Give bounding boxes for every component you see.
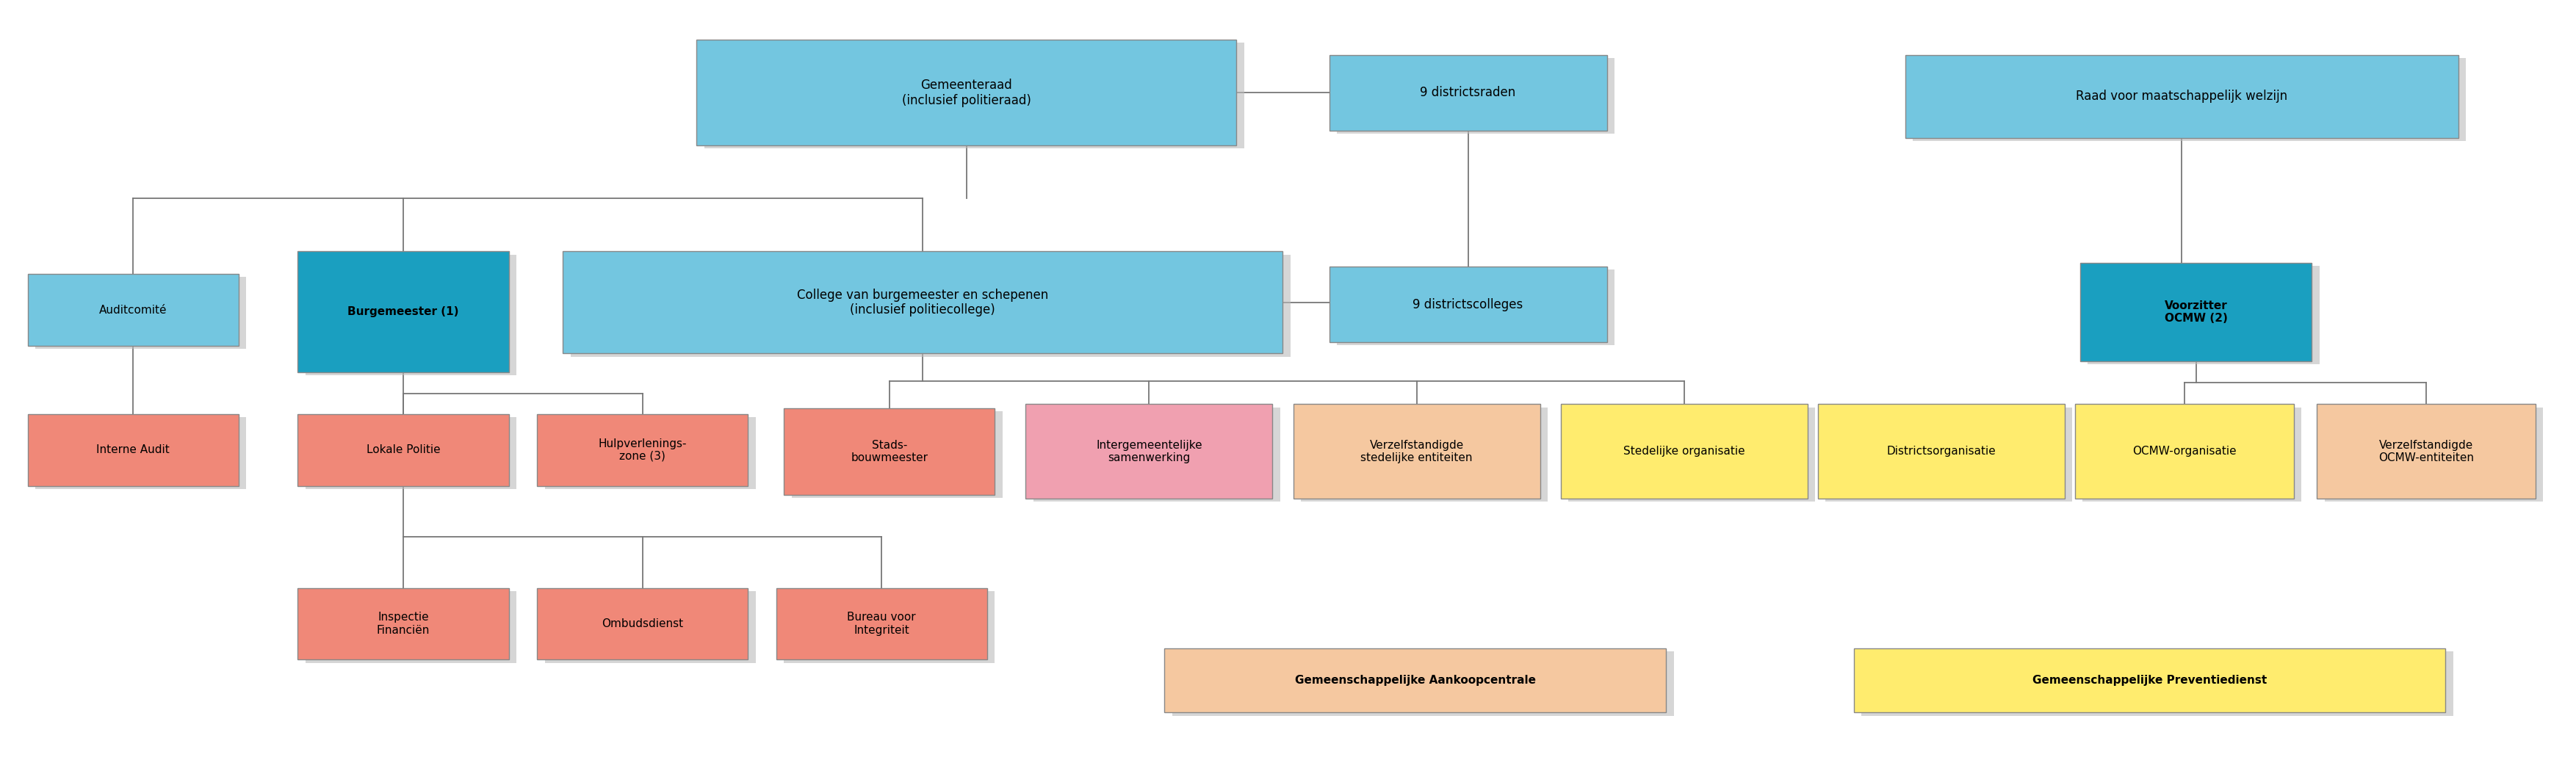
FancyBboxPatch shape bbox=[1819, 404, 2066, 499]
Text: Auditcomité: Auditcomité bbox=[100, 305, 167, 315]
FancyBboxPatch shape bbox=[2316, 404, 2535, 499]
FancyBboxPatch shape bbox=[2081, 263, 2311, 361]
FancyBboxPatch shape bbox=[1033, 407, 1280, 502]
FancyBboxPatch shape bbox=[544, 417, 755, 489]
FancyBboxPatch shape bbox=[1164, 648, 1667, 713]
Text: Burgemeester (1): Burgemeester (1) bbox=[348, 306, 459, 318]
FancyBboxPatch shape bbox=[2089, 266, 2318, 364]
FancyBboxPatch shape bbox=[1906, 55, 2458, 138]
FancyBboxPatch shape bbox=[1561, 404, 1808, 499]
FancyBboxPatch shape bbox=[783, 591, 994, 663]
Text: Gemeenteraad
(inclusief politieraad): Gemeenteraad (inclusief politieraad) bbox=[902, 78, 1030, 107]
FancyBboxPatch shape bbox=[299, 252, 507, 372]
FancyBboxPatch shape bbox=[1914, 58, 2465, 141]
Text: Raad voor maatschappelijk welzijn: Raad voor maatschappelijk welzijn bbox=[2076, 90, 2287, 103]
FancyBboxPatch shape bbox=[1862, 651, 2452, 716]
FancyBboxPatch shape bbox=[36, 417, 247, 489]
FancyBboxPatch shape bbox=[1025, 404, 1273, 499]
Text: Verzelfstandigde
stedelijke entiteiten: Verzelfstandigde stedelijke entiteiten bbox=[1360, 439, 1473, 464]
Text: Gemeenschappelijke Aankoopcentrale: Gemeenschappelijke Aankoopcentrale bbox=[1296, 675, 1535, 686]
Text: 9 districtscolleges: 9 districtscolleges bbox=[1412, 298, 1522, 311]
FancyBboxPatch shape bbox=[536, 588, 747, 660]
Text: Districtsorganisatie: Districtsorganisatie bbox=[1886, 446, 1996, 457]
FancyBboxPatch shape bbox=[299, 414, 507, 486]
Text: Gemeenschappelijke Preventiedienst: Gemeenschappelijke Preventiedienst bbox=[2032, 675, 2267, 686]
FancyBboxPatch shape bbox=[1329, 55, 1607, 131]
Text: College van burgemeester en schepenen
(inclusief politiecollege): College van burgemeester en schepenen (i… bbox=[796, 288, 1048, 317]
FancyBboxPatch shape bbox=[1569, 407, 1816, 502]
FancyBboxPatch shape bbox=[1855, 648, 2445, 713]
FancyBboxPatch shape bbox=[307, 255, 515, 375]
FancyBboxPatch shape bbox=[28, 274, 240, 346]
FancyBboxPatch shape bbox=[2324, 407, 2543, 502]
FancyBboxPatch shape bbox=[1337, 58, 1615, 134]
FancyBboxPatch shape bbox=[1329, 267, 1607, 342]
FancyBboxPatch shape bbox=[783, 408, 994, 495]
FancyBboxPatch shape bbox=[307, 591, 515, 663]
FancyBboxPatch shape bbox=[703, 43, 1244, 149]
Text: Hulpverlenings-
zone (3): Hulpverlenings- zone (3) bbox=[598, 438, 688, 462]
FancyBboxPatch shape bbox=[299, 588, 507, 660]
Text: Stedelijke organisatie: Stedelijke organisatie bbox=[1623, 446, 1744, 457]
Text: 9 districtsraden: 9 districtsraden bbox=[1419, 86, 1515, 100]
FancyBboxPatch shape bbox=[544, 591, 755, 663]
FancyBboxPatch shape bbox=[2076, 404, 2293, 499]
Text: Lokale Politie: Lokale Politie bbox=[366, 445, 440, 455]
FancyBboxPatch shape bbox=[1337, 270, 1615, 345]
FancyBboxPatch shape bbox=[536, 414, 747, 486]
FancyBboxPatch shape bbox=[1293, 404, 1540, 499]
FancyBboxPatch shape bbox=[562, 252, 1283, 353]
FancyBboxPatch shape bbox=[36, 277, 247, 349]
Text: OCMW-organisatie: OCMW-organisatie bbox=[2133, 446, 2236, 457]
Text: Interne Audit: Interne Audit bbox=[95, 445, 170, 455]
Text: Ombudsdienst: Ombudsdienst bbox=[603, 619, 683, 629]
FancyBboxPatch shape bbox=[307, 417, 515, 489]
Text: Inspectie
Financiën: Inspectie Financiën bbox=[376, 612, 430, 635]
Text: Bureau voor
Integriteit: Bureau voor Integriteit bbox=[848, 612, 917, 635]
FancyBboxPatch shape bbox=[1172, 651, 1674, 716]
FancyBboxPatch shape bbox=[569, 255, 1291, 356]
Text: Intergemeentelijke
samenwerking: Intergemeentelijke samenwerking bbox=[1095, 439, 1203, 464]
FancyBboxPatch shape bbox=[791, 411, 1002, 498]
Text: Stads-
bouwmeester: Stads- bouwmeester bbox=[850, 439, 927, 464]
FancyBboxPatch shape bbox=[2084, 407, 2300, 502]
FancyBboxPatch shape bbox=[775, 588, 987, 660]
Text: Verzelfstandigde
OCMW-entiteiten: Verzelfstandigde OCMW-entiteiten bbox=[2378, 439, 2473, 464]
FancyBboxPatch shape bbox=[1301, 407, 1548, 502]
FancyBboxPatch shape bbox=[696, 40, 1236, 146]
FancyBboxPatch shape bbox=[28, 414, 240, 486]
FancyBboxPatch shape bbox=[1826, 407, 2074, 502]
Text: Voorzitter
OCMW (2): Voorzitter OCMW (2) bbox=[2164, 300, 2228, 324]
